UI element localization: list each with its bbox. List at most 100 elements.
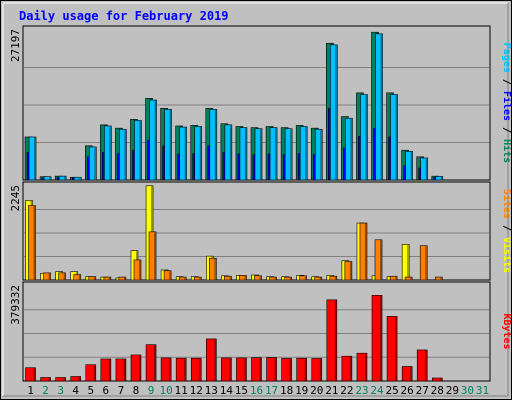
bar-pages xyxy=(299,126,308,181)
bar-sites xyxy=(28,205,36,281)
day-label: 13 xyxy=(205,384,218,397)
day-label: 6 xyxy=(103,384,110,397)
bar-shade xyxy=(169,271,171,280)
bar-kbytes xyxy=(356,352,368,382)
bar-shade xyxy=(169,109,172,180)
bar-shade xyxy=(108,359,111,381)
bar-kbytes xyxy=(296,357,307,382)
bar-shade xyxy=(425,246,427,280)
bar-shade xyxy=(94,147,96,180)
day-label: 10 xyxy=(159,384,172,397)
bar-shade xyxy=(289,358,292,381)
chart-title: Daily usage for February 2019 xyxy=(19,9,229,23)
bar-shade xyxy=(48,273,51,280)
y-axis-label-part: Files xyxy=(501,91,511,121)
bar-shade xyxy=(64,176,66,180)
y-axis-label-part: Sites xyxy=(501,189,511,219)
bar-sites xyxy=(344,261,353,281)
bar-shade xyxy=(259,276,261,280)
bar-kbytes xyxy=(341,355,353,382)
bar-shade xyxy=(274,357,277,381)
bar-shade xyxy=(229,125,232,180)
bar-sites xyxy=(299,275,307,281)
day-label: 14 xyxy=(220,384,234,397)
bar-pages xyxy=(209,109,218,181)
bar-sites xyxy=(163,270,172,281)
bar-shade xyxy=(33,368,36,381)
bar-shade xyxy=(108,277,111,280)
bar-shade xyxy=(169,358,171,381)
bar-pages xyxy=(88,146,97,181)
bar-sites xyxy=(103,276,112,281)
bar-shade xyxy=(154,100,157,180)
bar-shade xyxy=(425,350,427,381)
y-axis-label-part: KBytes xyxy=(501,313,511,349)
day-label: 19 xyxy=(295,384,308,397)
bar-pages xyxy=(119,128,127,181)
y-axis-label: Pages / Files / Hits xyxy=(501,43,511,163)
bar-kbytes xyxy=(115,358,127,382)
bar-pages xyxy=(224,124,233,181)
bar-shade xyxy=(364,353,367,381)
day-label: 25 xyxy=(385,384,398,397)
bar-shade xyxy=(93,365,96,381)
bar-shade xyxy=(395,316,397,381)
bar-shade xyxy=(260,129,262,180)
bar-pages xyxy=(179,126,187,181)
day-label: 9 xyxy=(148,384,155,397)
bar-kbytes xyxy=(251,357,262,382)
bar-shade xyxy=(289,277,292,280)
bar-shade xyxy=(78,275,81,280)
bar-shade xyxy=(184,358,186,381)
bar-pages xyxy=(345,117,353,181)
chart-panels: 27197 Pages / Files / Hits 2245 Sites / Vis… xyxy=(9,25,511,382)
bar-shade xyxy=(275,128,277,180)
day-label: 18 xyxy=(280,384,293,397)
bar-sites xyxy=(88,276,97,281)
bar-shade xyxy=(410,277,412,280)
panel-visits-sites: 2245 Sites / Visits xyxy=(9,181,511,281)
bar-sites xyxy=(389,275,398,281)
bar-shade xyxy=(410,151,413,180)
bar-shade xyxy=(199,358,201,381)
bar-shade xyxy=(407,244,409,280)
day-label: 15 xyxy=(235,384,248,397)
bar-pages xyxy=(314,128,323,181)
bar-pages xyxy=(375,33,383,181)
bar-kbytes xyxy=(40,377,51,382)
bar-shade xyxy=(184,277,186,280)
day-label: 28 xyxy=(431,384,444,397)
bar-kbytes xyxy=(55,377,66,382)
bar-shade xyxy=(440,176,443,180)
bar-kbytes xyxy=(416,349,428,382)
day-label: 8 xyxy=(133,384,140,397)
bar-kbytes xyxy=(266,357,277,382)
bar-sites xyxy=(224,275,232,281)
bar-pages xyxy=(330,44,338,181)
day-label: 31 xyxy=(476,384,489,397)
bar-shade xyxy=(123,359,126,381)
bar-pages xyxy=(43,176,52,181)
bar-pages xyxy=(269,127,278,181)
bar-kbytes xyxy=(70,376,82,382)
bar-shade xyxy=(244,358,246,381)
bar-kbytes xyxy=(236,357,247,382)
bar-shade xyxy=(63,273,66,280)
bar-sites xyxy=(419,245,428,281)
bar-kbytes xyxy=(25,367,36,382)
bar-shade xyxy=(79,177,81,180)
bar-shade xyxy=(334,300,337,381)
y-axis-label-part: / xyxy=(501,121,511,139)
x-axis-day-labels: 1 2 3 4 5 6 7 8 9 10 11 12 13 14 15 16 17 18 19 20 21 22 23 24 2… xyxy=(27,384,489,397)
bar-kbytes xyxy=(190,357,202,382)
y-axis-label-part: / xyxy=(501,219,511,237)
y-axis-label: Sites / Visits xyxy=(501,189,511,273)
bar-pages xyxy=(390,94,398,181)
y-axis-label-part: Visits xyxy=(501,237,511,273)
bar-shade xyxy=(380,295,382,381)
bar-pages xyxy=(73,176,82,181)
bar-shade xyxy=(49,177,51,180)
day-label: 20 xyxy=(310,384,323,397)
bar-pages xyxy=(239,127,248,181)
bar-shade xyxy=(395,95,398,180)
